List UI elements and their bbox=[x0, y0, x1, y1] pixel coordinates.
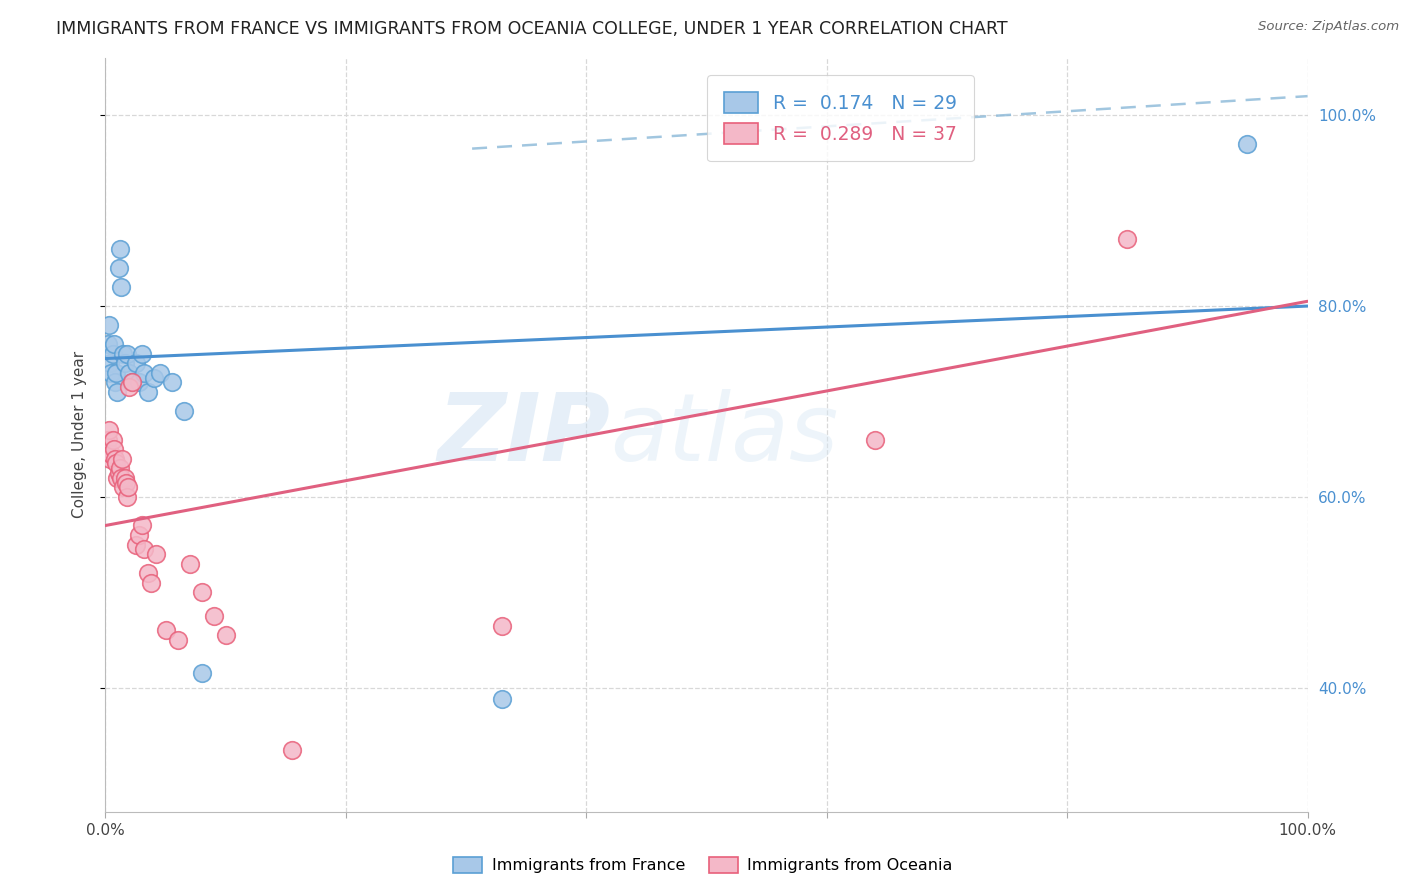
Point bbox=[160, 376, 183, 390]
Point bbox=[100, 366, 122, 380]
Text: ZIP: ZIP bbox=[437, 389, 610, 481]
Point bbox=[97, 337, 120, 351]
Point bbox=[103, 337, 125, 351]
Point bbox=[1116, 232, 1139, 246]
Point bbox=[491, 618, 513, 632]
Point bbox=[214, 628, 236, 642]
Point bbox=[107, 260, 129, 275]
Point bbox=[190, 666, 212, 681]
Legend: R =  0.174   N = 29, R =  0.289   N = 37: R = 0.174 N = 29, R = 0.289 N = 37 bbox=[707, 75, 973, 161]
Point bbox=[115, 347, 138, 361]
Point bbox=[155, 624, 177, 638]
Point bbox=[1236, 136, 1258, 151]
Point bbox=[108, 461, 131, 475]
Point bbox=[131, 518, 153, 533]
Legend: Immigrants from France, Immigrants from Oceania: Immigrants from France, Immigrants from … bbox=[447, 850, 959, 880]
Point bbox=[107, 384, 129, 399]
Point bbox=[118, 380, 141, 394]
Point bbox=[281, 742, 304, 756]
Point bbox=[179, 557, 201, 571]
Point bbox=[112, 480, 135, 494]
Point bbox=[110, 471, 132, 485]
Point bbox=[103, 442, 125, 457]
Point bbox=[121, 376, 143, 390]
Point bbox=[148, 366, 170, 380]
Point bbox=[128, 376, 150, 390]
Point bbox=[107, 466, 129, 480]
Point bbox=[202, 609, 225, 624]
Y-axis label: College, Under 1 year: College, Under 1 year bbox=[72, 351, 87, 518]
Text: IMMIGRANTS FROM FRANCE VS IMMIGRANTS FROM OCEANIA COLLEGE, UNDER 1 YEAR CORRELAT: IMMIGRANTS FROM FRANCE VS IMMIGRANTS FRO… bbox=[56, 20, 1008, 37]
Point bbox=[98, 318, 121, 332]
Point bbox=[107, 471, 129, 485]
Point bbox=[111, 451, 134, 466]
Point bbox=[105, 457, 128, 471]
Point bbox=[491, 692, 513, 706]
Point bbox=[863, 433, 886, 447]
Point bbox=[115, 475, 138, 490]
Point bbox=[114, 471, 136, 485]
Point bbox=[104, 451, 127, 466]
Point bbox=[105, 366, 128, 380]
Point bbox=[136, 566, 159, 581]
Point bbox=[118, 366, 141, 380]
Point bbox=[101, 347, 124, 361]
Text: atlas: atlas bbox=[610, 389, 838, 481]
Point bbox=[101, 433, 124, 447]
Point bbox=[136, 384, 159, 399]
Point bbox=[139, 575, 162, 590]
Point bbox=[173, 404, 195, 418]
Point bbox=[132, 542, 155, 557]
Point bbox=[114, 356, 136, 370]
Point bbox=[131, 347, 153, 361]
Point bbox=[166, 632, 188, 647]
Point bbox=[98, 451, 121, 466]
Point bbox=[98, 423, 121, 437]
Text: Source: ZipAtlas.com: Source: ZipAtlas.com bbox=[1258, 20, 1399, 33]
Point bbox=[112, 347, 135, 361]
Point bbox=[100, 447, 122, 461]
Point bbox=[98, 356, 121, 370]
Point bbox=[115, 490, 138, 504]
Point bbox=[190, 585, 212, 599]
Point bbox=[124, 356, 146, 370]
Point bbox=[142, 370, 165, 384]
Point bbox=[104, 376, 127, 390]
Point bbox=[117, 480, 139, 494]
Point bbox=[97, 433, 120, 447]
Point bbox=[132, 366, 155, 380]
Point bbox=[108, 242, 131, 256]
Point bbox=[128, 528, 150, 542]
Point bbox=[124, 538, 146, 552]
Point bbox=[110, 280, 132, 294]
Point bbox=[145, 547, 167, 561]
Point bbox=[121, 376, 143, 390]
